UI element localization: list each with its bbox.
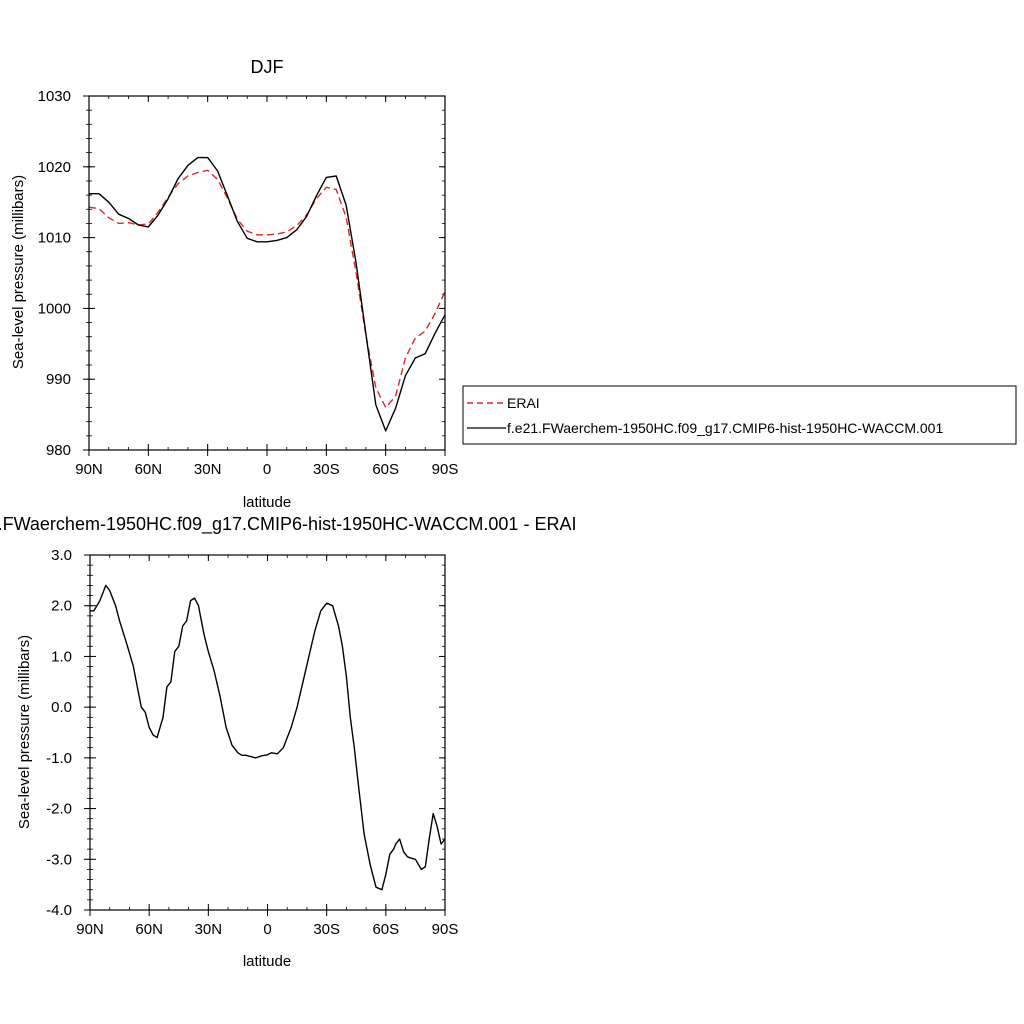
x-tick-label: 90N (76, 921, 104, 938)
x-tick-label: 0 (263, 921, 271, 938)
x-axis-label: latitude (243, 494, 291, 511)
x-tick-label: 90S (432, 921, 459, 938)
y-axis-label: Sea-level pressure (millibars) (10, 175, 27, 369)
y-tick-label: -3.0 (46, 851, 72, 868)
y-axis-label: Sea-level pressure (millibars) (16, 635, 33, 829)
x-tick-label: 30S (313, 921, 340, 938)
chart-djf: DJF Sea-level pressure (millibars) latit… (10, 57, 458, 511)
legend: ERAI f.e21.FWaerchem-1950HC.f09_g17.CMIP… (462, 385, 1017, 445)
y-tick-label: 0.0 (51, 699, 72, 716)
y-tick-label: -4.0 (46, 902, 72, 919)
legend-label-model: f.e21.FWaerchem-1950HC.f09_g17.CMIP6-his… (507, 420, 943, 436)
legend-label-erai: ERAI (507, 395, 540, 411)
x-tick-label: 30N (195, 921, 223, 938)
series-line-1 (89, 156, 446, 432)
y-tick-label: 2.0 (51, 598, 72, 615)
y-tick-label: 990 (46, 371, 71, 388)
chart-difference: f.e21.FWaerchem-1950HC.f09_g17.CMIP6-his… (0, 514, 576, 970)
chart-title: DJF (251, 57, 284, 77)
x-tick-label: 90N (75, 461, 103, 478)
y-tick-label: 3.0 (51, 547, 72, 564)
y-tick-label: 1030 (38, 88, 71, 105)
series-line-0 (88, 169, 446, 409)
x-tick-label: 0 (263, 461, 271, 478)
x-tick-label: 30N (194, 461, 222, 478)
x-tick-label: 60S (372, 921, 399, 938)
legend-box (462, 385, 1017, 445)
y-tick-label: -1.0 (46, 750, 72, 767)
plot-frame (89, 554, 446, 911)
chart-title: f.e21.FWaerchem-1950HC.f09_g17.CMIP6-his… (0, 514, 576, 535)
y-tick-label: 1000 (38, 300, 71, 317)
x-tick-label: 60S (372, 461, 399, 478)
x-tick-label: 90S (432, 461, 459, 478)
x-tick-label: 30S (313, 461, 340, 478)
y-tick-label: 1.0 (51, 648, 72, 665)
x-axis-label: latitude (243, 953, 291, 970)
plot-frame (88, 95, 446, 451)
y-tick-label: 1010 (38, 230, 71, 247)
y-tick-label: 980 (46, 442, 71, 459)
y-tick-label: 1020 (38, 159, 71, 176)
x-tick-label: 60N (135, 461, 163, 478)
series-line-0 (90, 584, 446, 891)
y-tick-label: -2.0 (46, 801, 72, 818)
x-tick-label: 60N (135, 921, 163, 938)
